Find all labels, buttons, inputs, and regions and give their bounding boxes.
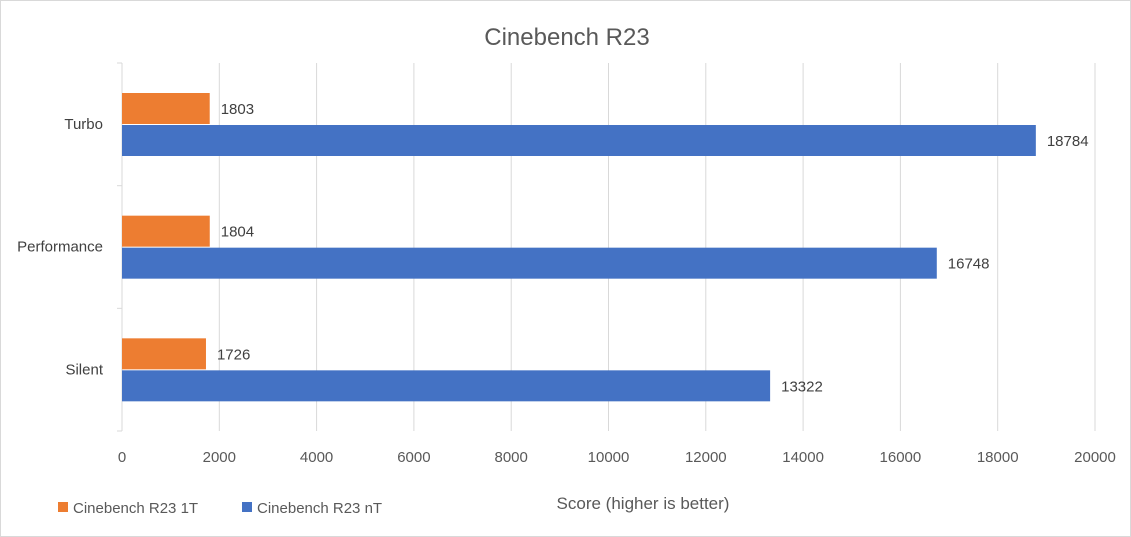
category-label: Performance	[17, 239, 103, 256]
x-tick-label: 12000	[685, 449, 727, 466]
x-axis-title: Score (higher is better)	[557, 494, 730, 513]
data-labels: 1803 18784 1804 16748 1726 13322	[217, 101, 1089, 395]
bars	[122, 93, 1036, 402]
bar	[122, 215, 210, 247]
legend-swatch	[58, 502, 68, 512]
x-tick-label: 4000	[300, 449, 333, 466]
legend-swatch	[242, 502, 252, 512]
data-label: 13322	[781, 378, 823, 395]
chart-title: Cinebench R23	[484, 24, 649, 51]
bar	[122, 370, 771, 402]
x-tick-label: 20000	[1074, 449, 1116, 466]
data-label: 1803	[221, 101, 254, 118]
data-label: 1726	[217, 346, 250, 363]
bar	[122, 338, 206, 370]
legend-label: Cinebench R23 1T	[73, 500, 198, 517]
bar	[122, 247, 937, 279]
x-axis-ticks: 0 2000 4000 6000 8000 10000 12000 14000 16000 180…	[118, 449, 1116, 466]
data-label: 1804	[221, 224, 254, 241]
category-labels: Turbo Performance Silent	[17, 116, 104, 378]
y-axis	[117, 62, 123, 432]
x-tick-label: 6000	[397, 449, 430, 466]
legend-label: Cinebench R23 nT	[257, 500, 382, 517]
gridlines	[218, 63, 1096, 431]
bar	[122, 125, 1036, 156]
x-tick-label: 16000	[880, 449, 922, 466]
bar	[122, 93, 210, 124]
x-tick-label: 14000	[782, 449, 824, 466]
x-tick-label: 8000	[495, 449, 528, 466]
x-tick-label: 0	[118, 449, 126, 466]
category-label: Silent	[65, 361, 103, 378]
x-tick-label: 2000	[203, 449, 236, 466]
x-tick-label: 18000	[977, 449, 1019, 466]
x-tick-label: 10000	[588, 449, 630, 466]
legend: Cinebench R23 1T Cinebench R23 nT	[58, 500, 382, 517]
category-label: Turbo	[64, 116, 103, 133]
data-label: 18784	[1047, 133, 1089, 150]
data-label: 16748	[948, 256, 990, 273]
